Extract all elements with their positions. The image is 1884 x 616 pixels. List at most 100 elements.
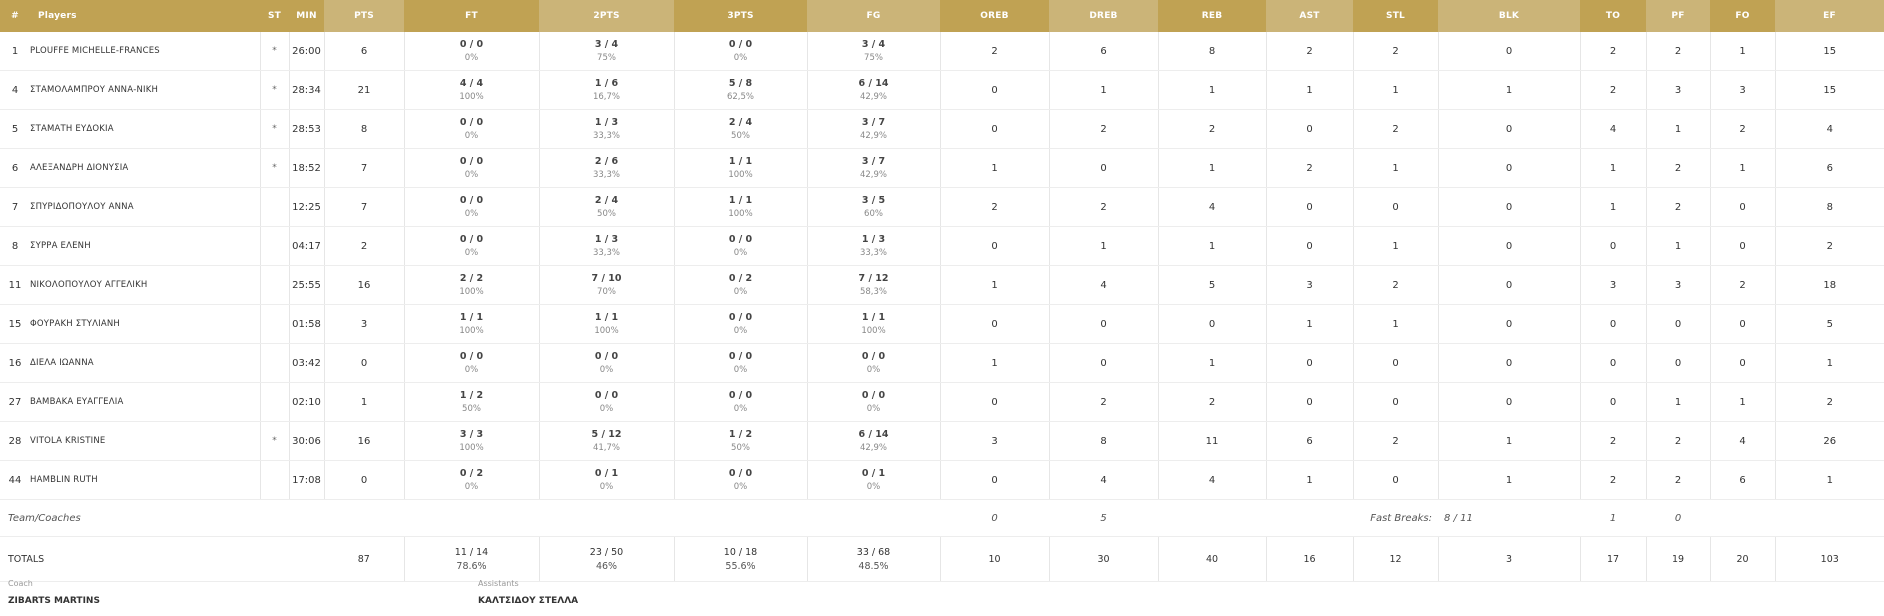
- col-header-blk[interactable]: BLK: [1438, 0, 1580, 32]
- player-2pts-pct: 41,7%: [592, 442, 620, 453]
- player-dreb: 1: [1049, 70, 1159, 110]
- col-header-ft[interactable]: FT: [404, 0, 539, 32]
- col-header-reb[interactable]: REB: [1158, 0, 1266, 32]
- team-coaches-row: Team/Coaches 0 5 Fast Breaks: 8 / 11 1 0: [0, 499, 1884, 537]
- player-pts: 7: [324, 187, 405, 227]
- player-row[interactable]: 5 ΣΤΑΜΑΤΗ ΕΥΔΟΚΙΑ * 28:53 8 0 / 0 0% 1 / 3 33,3%…: [0, 109, 1884, 149]
- player-row[interactable]: 8 ΣΥΡΡΑ ΕΛΕΝΗ 04:17 2 0 / 0 0% 1 / 3 33,3% 0 / 0…: [0, 226, 1884, 266]
- player-ast: 6: [1266, 421, 1354, 461]
- player-ef: 1: [1775, 343, 1884, 383]
- player-2pts-made: 1 / 3: [594, 233, 619, 245]
- col-header-st[interactable]: ST: [260, 0, 289, 32]
- player-2pts-made: 0 / 1: [594, 467, 619, 479]
- player-row[interactable]: 7 ΣΠΥΡΙΔΟΠΟΥΛΟΥ ΑΝΝΑ 12:25 7 0 / 0 0% 2 / 4 50%…: [0, 187, 1884, 227]
- col-header-pts[interactable]: PTS: [324, 0, 404, 32]
- player-name[interactable]: ΑΛΕΞΑΝΔΡΗ ΔΙΟΝΥΣΙΑ: [30, 148, 261, 188]
- col-header-2pts[interactable]: 2PTS: [539, 0, 674, 32]
- col-header-ef[interactable]: EF: [1775, 0, 1884, 32]
- player-3pts-pct: 0%: [733, 286, 748, 297]
- player-row[interactable]: 11 ΝΙΚΟΛΟΠΟΥΛΟΥ ΑΓΓΕΛΙΚΗ 25:55 16 2 / 2 100% 7…: [0, 265, 1884, 305]
- player-3pts-made: 5 / 8: [728, 77, 753, 89]
- player-fg-made: 0 / 0: [861, 350, 886, 362]
- player-ft-made: 0 / 2: [459, 467, 484, 479]
- assistants-label: Assistants: [478, 579, 519, 588]
- player-name[interactable]: ΣΤΑΜΟΛΑΜΠΡΟΥ ΑΝΝΑ-ΝΙΚΗ: [30, 70, 261, 110]
- totals-fg: 33 / 68 48.5%: [807, 536, 941, 582]
- col-header-fg[interactable]: FG: [807, 0, 940, 32]
- player-blk: 1: [1438, 460, 1581, 500]
- player-name[interactable]: ΣΠΥΡΙΔΟΠΟΥΛΟΥ ΑΝΝΑ: [30, 187, 261, 227]
- player-fg-made: 6 / 14: [858, 77, 889, 89]
- player-ft: 0 / 0 0%: [404, 343, 540, 383]
- team-ef-empty: [1775, 499, 1884, 537]
- player-min: 02:10: [289, 382, 325, 422]
- player-name[interactable]: ΦΟΥΡΑΚΗ ΣΤΥΛΙΑΝΗ: [30, 304, 261, 344]
- player-2pts-made: 1 / 6: [594, 77, 619, 89]
- player-oreb: 0: [940, 460, 1050, 500]
- player-pf: 2: [1646, 460, 1711, 500]
- player-row[interactable]: 1 PLOUFFE MICHELLE-FRANCES * 26:00 6 0 / 0 0% 3…: [0, 32, 1884, 71]
- player-row[interactable]: 28 VITOLA KRISTINE * 30:06 16 3 / 3 100% 5 / 12…: [0, 421, 1884, 461]
- player-fo: 1: [1710, 148, 1776, 188]
- player-stl: 1: [1353, 148, 1439, 188]
- player-2pts: 2 / 6 33,3%: [539, 148, 675, 188]
- player-min: 26:00: [289, 32, 325, 71]
- player-ft-pct: 0%: [464, 364, 479, 375]
- player-name[interactable]: ΒΑΜΒΑΚΑ ΕΥΑΓΓΕΛΙΑ: [30, 382, 261, 422]
- player-2pts: 1 / 1 100%: [539, 304, 675, 344]
- player-2pts-made: 2 / 4: [594, 194, 619, 206]
- player-ft-made: 1 / 1: [459, 311, 484, 323]
- col-header-player[interactable]: Players: [30, 0, 260, 32]
- player-ast: 1: [1266, 460, 1354, 500]
- player-pts: 3: [324, 304, 405, 344]
- player-pf: 1: [1646, 382, 1711, 422]
- player-dreb: 2: [1049, 382, 1159, 422]
- player-fg-pct: 42,9%: [859, 91, 887, 102]
- player-row[interactable]: 27 ΒΑΜΒΑΚΑ ΕΥΑΓΓΕΛΙΑ 02:10 1 1 / 2 50% 0 / 0 0%…: [0, 382, 1884, 422]
- player-fg: 6 / 14 42,9%: [807, 421, 941, 461]
- player-reb: 1: [1158, 343, 1267, 383]
- totals-dreb: 30: [1049, 536, 1159, 582]
- player-dreb: 2: [1049, 187, 1159, 227]
- col-header-dreb[interactable]: DREB: [1049, 0, 1158, 32]
- player-ft-pct: 100%: [459, 442, 484, 453]
- team-ast-empty: [1266, 499, 1353, 537]
- player-name[interactable]: HAMBLIN RUTH: [30, 460, 261, 500]
- player-2pts-made: 1 / 1: [594, 311, 619, 323]
- player-name[interactable]: ΔΙΕΛΑ ΙΩΑΝΝΑ: [30, 343, 261, 383]
- player-fo: 3: [1710, 70, 1776, 110]
- col-header-stl[interactable]: STL: [1353, 0, 1438, 32]
- player-row[interactable]: 15 ΦΟΥΡΑΚΗ ΣΤΥΛΙΑΝΗ 01:58 3 1 / 1 100% 1 / 1 10…: [0, 304, 1884, 344]
- player-name[interactable]: VITOLA KRISTINE: [30, 421, 261, 461]
- player-number: 6: [0, 148, 30, 188]
- player-reb: 0: [1158, 304, 1267, 344]
- player-ef: 18: [1775, 265, 1884, 305]
- player-name[interactable]: ΣΤΑΜΑΤΗ ΕΥΔΟΚΙΑ: [30, 109, 261, 149]
- player-3pts: 1 / 1 100%: [674, 148, 808, 188]
- col-header-to[interactable]: TO: [1580, 0, 1646, 32]
- player-ef: 1: [1775, 460, 1884, 500]
- player-row[interactable]: 6 ΑΛΕΞΑΝΔΡΗ ΔΙΟΝΥΣΙΑ * 18:52 7 0 / 0 0% 2 / 6 33…: [0, 148, 1884, 188]
- col-header-pf[interactable]: PF: [1646, 0, 1710, 32]
- col-header-min[interactable]: MIN: [289, 0, 324, 32]
- player-2pts: 5 / 12 41,7%: [539, 421, 675, 461]
- player-name[interactable]: PLOUFFE MICHELLE-FRANCES: [30, 32, 261, 71]
- col-header-3pts[interactable]: 3PTS: [674, 0, 807, 32]
- player-fg-made: 1 / 3: [861, 233, 886, 245]
- col-header-num[interactable]: #: [0, 0, 30, 32]
- player-row[interactable]: 4 ΣΤΑΜΟΛΑΜΠΡΟΥ ΑΝΝΑ-ΝΙΚΗ * 28:34 21 4 / 4 100%…: [0, 70, 1884, 110]
- player-ast: 0: [1266, 382, 1354, 422]
- player-ef: 15: [1775, 70, 1884, 110]
- player-name[interactable]: ΣΥΡΡΑ ΕΛΕΝΗ: [30, 226, 261, 266]
- player-ft-pct: 0%: [464, 169, 479, 180]
- player-2pts-pct: 0%: [599, 481, 614, 492]
- player-2pts-made: 0 / 0: [594, 350, 619, 362]
- player-oreb: 0: [940, 226, 1050, 266]
- col-header-fo[interactable]: FO: [1710, 0, 1775, 32]
- col-header-oreb[interactable]: OREB: [940, 0, 1049, 32]
- player-number: 27: [0, 382, 30, 422]
- col-header-ast[interactable]: AST: [1266, 0, 1353, 32]
- player-name[interactable]: ΝΙΚΟΛΟΠΟΥΛΟΥ ΑΓΓΕΛΙΚΗ: [30, 265, 261, 305]
